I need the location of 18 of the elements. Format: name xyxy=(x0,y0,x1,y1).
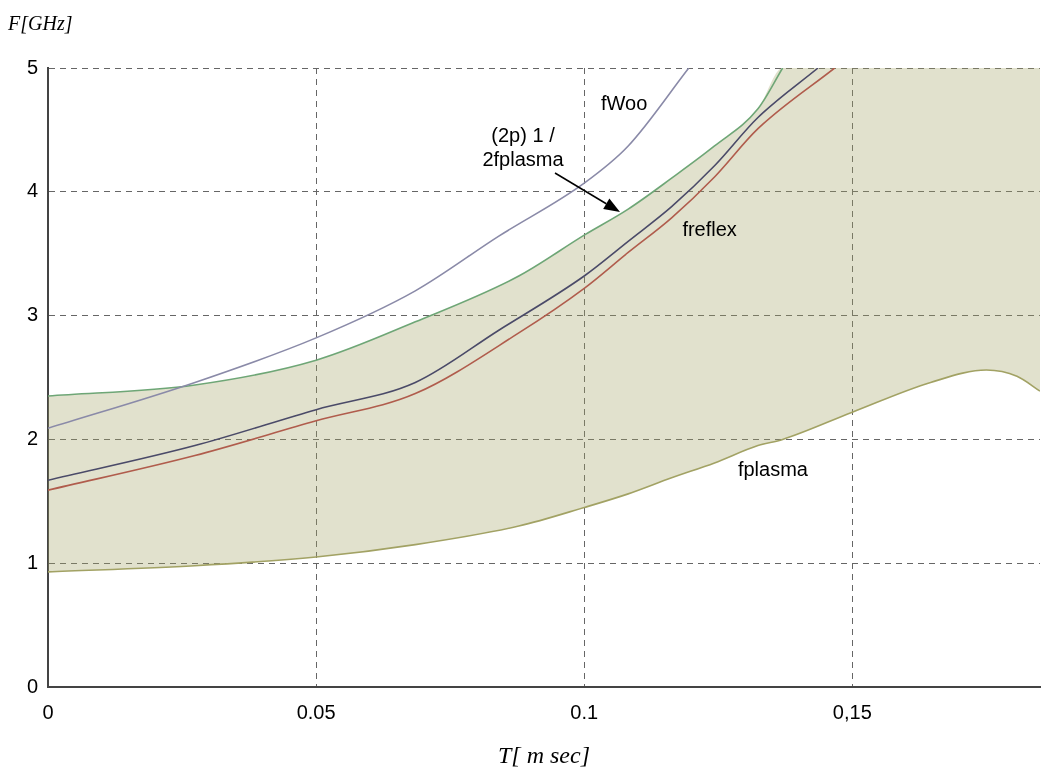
y-tick-label: 4 xyxy=(26,179,38,202)
x-tick-label: 0.1 xyxy=(570,700,599,723)
annotation: (2p) 1 / 2fplasma xyxy=(482,123,565,170)
y-tick-label: 2 xyxy=(26,426,38,449)
line-series xyxy=(48,68,784,397)
x-tick-label: 0 xyxy=(42,700,54,723)
y-tick-label: 1 xyxy=(26,550,38,573)
annotation: freflex xyxy=(682,218,737,241)
y-tick-label: 5 xyxy=(26,55,38,78)
x-tick-label: 0.05 xyxy=(296,700,336,723)
line-series xyxy=(48,369,1040,573)
x-axis-title: T[ m sec] xyxy=(497,741,591,768)
y-tick-label: 0 xyxy=(26,674,38,697)
x-tick-label: 0,15 xyxy=(832,700,872,723)
y-axis-title: F[GHz] xyxy=(8,12,73,35)
annotation: fWoo xyxy=(601,91,648,114)
annotation: fplasma xyxy=(737,458,809,481)
y-tick-label: 3 xyxy=(26,303,38,326)
